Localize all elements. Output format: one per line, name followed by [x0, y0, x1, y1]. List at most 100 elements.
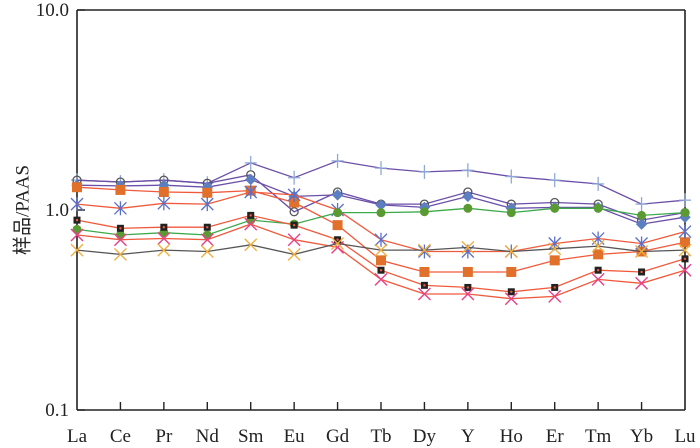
x-tick-label: Sm	[238, 426, 264, 447]
data-point	[72, 224, 82, 234]
data-point	[334, 236, 342, 244]
data-point	[462, 266, 473, 277]
x-tick-label: Pr	[155, 426, 173, 447]
y-ticks: 0.1 1.0 10.0	[36, 0, 85, 421]
data-point	[680, 237, 690, 248]
data-point	[332, 220, 343, 231]
data-point	[200, 233, 214, 247]
data-point	[374, 232, 388, 247]
data-point	[374, 243, 388, 257]
data-point	[420, 281, 428, 289]
data-point	[157, 232, 171, 246]
data-point	[506, 266, 517, 277]
data-point	[550, 203, 560, 213]
data-point	[548, 289, 562, 303]
data-point	[200, 197, 214, 212]
x-ticks: La Ce Pr Nd Sm Eu Gd Tb Dy Y Ho Er Tm Yb Lu	[67, 402, 696, 447]
data-point	[463, 203, 473, 213]
data-point	[113, 233, 127, 247]
data-point	[504, 245, 518, 259]
data-point	[244, 155, 257, 170]
data-point	[681, 255, 689, 263]
data-point	[461, 163, 474, 178]
data-point	[376, 208, 386, 218]
data-point	[331, 189, 344, 201]
data-point	[374, 272, 388, 286]
x-tick-label: Er	[546, 426, 565, 447]
data-point	[635, 218, 648, 230]
series-sample-pink-x	[70, 217, 692, 306]
x-tick-label: Yb	[630, 426, 653, 447]
data-point	[72, 182, 82, 193]
data-point	[244, 185, 258, 200]
x-tick-label: Dy	[413, 426, 437, 447]
data-point	[419, 207, 429, 217]
data-point	[115, 230, 125, 240]
data-point	[635, 197, 648, 212]
series-sample-yellow-x	[70, 237, 692, 261]
data-point	[289, 197, 300, 208]
data-point	[591, 272, 605, 286]
data-point	[160, 223, 168, 231]
data-point	[593, 249, 604, 260]
data-point	[504, 292, 518, 306]
data-point	[417, 287, 431, 301]
data-point	[202, 187, 213, 198]
data-point	[376, 255, 386, 266]
data-point	[73, 216, 81, 224]
x-tick-label: Eu	[284, 426, 306, 447]
data-point	[375, 161, 387, 176]
data-point	[113, 247, 127, 261]
data-point	[419, 266, 430, 277]
data-point	[548, 173, 561, 188]
data-point	[680, 208, 690, 218]
data-point	[549, 255, 560, 266]
data-point	[289, 207, 299, 217]
data-point	[203, 223, 211, 231]
data-point	[200, 245, 214, 259]
data-point	[594, 266, 602, 274]
data-point	[464, 283, 472, 291]
data-point	[418, 164, 431, 179]
series-sample-black-square	[73, 211, 689, 296]
data-point	[288, 170, 301, 185]
data-point	[287, 247, 301, 261]
data-point	[158, 187, 169, 198]
data-point	[638, 268, 646, 276]
data-point	[635, 276, 649, 290]
data-point	[635, 245, 649, 259]
x-tick-label: Ho	[500, 426, 523, 447]
data-point	[331, 240, 345, 254]
y-tick-label: 10.0	[36, 0, 69, 21]
x-tick-label: Lu	[674, 426, 696, 447]
data-point	[331, 153, 344, 168]
data-point	[591, 239, 605, 253]
data-point	[70, 197, 84, 212]
data-point	[115, 184, 126, 195]
x-tick-label: Ce	[110, 426, 131, 447]
data-point	[679, 193, 691, 208]
data-point	[593, 203, 603, 213]
data-point	[245, 173, 257, 186]
data-point	[417, 244, 431, 259]
data-point	[678, 263, 692, 277]
data-point	[377, 266, 385, 274]
data-point	[70, 228, 84, 242]
data-point	[157, 196, 171, 211]
data-point	[592, 176, 605, 191]
x-tick-label: Y	[461, 426, 475, 447]
data-point	[637, 210, 647, 220]
data-point	[157, 243, 171, 257]
x-tick-label: Nd	[196, 426, 220, 447]
data-point	[287, 187, 301, 202]
data-point	[116, 224, 124, 232]
data-point	[70, 243, 84, 257]
data-point	[461, 240, 475, 254]
data-point	[505, 169, 518, 184]
data-point	[417, 243, 431, 257]
x-tick-label: Tm	[585, 426, 612, 447]
data-point	[461, 287, 475, 301]
data-point	[507, 288, 515, 296]
data-point	[462, 190, 474, 203]
